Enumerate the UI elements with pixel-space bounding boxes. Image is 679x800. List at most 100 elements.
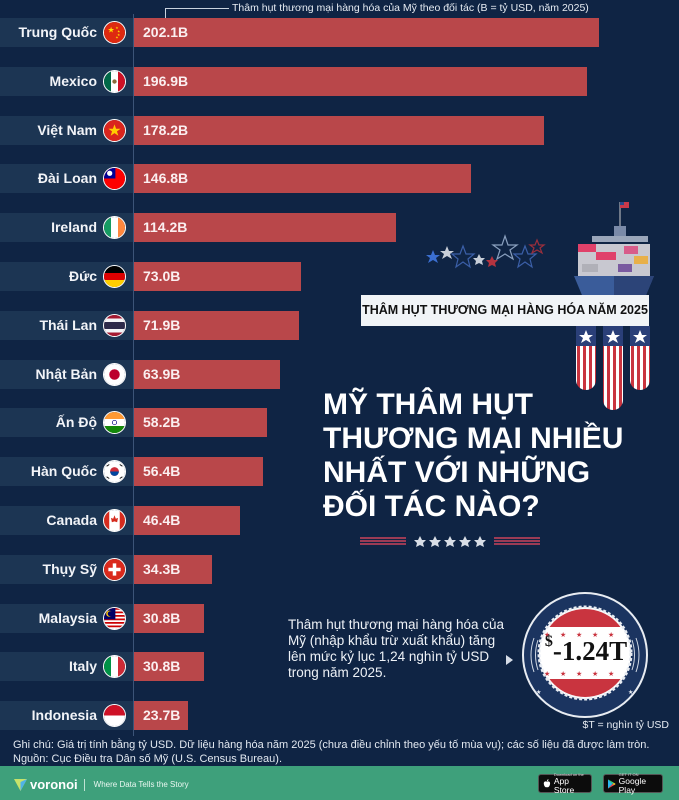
bar <box>133 213 397 243</box>
switzerland-flag-icon <box>103 557 126 581</box>
mexico-flag-icon <box>103 69 126 93</box>
google-play-small-label: GET IT ON <box>618 772 639 777</box>
bar <box>133 115 544 145</box>
logo-separator <box>83 778 85 791</box>
south-korea-flag-icon <box>103 460 126 484</box>
country-label: Ireland <box>51 219 97 236</box>
voronoi-logo-icon <box>14 778 27 791</box>
chart-row: Malaysia 30.8B <box>0 603 679 633</box>
chart-row: Thụy Sỹ 34.3B <box>0 554 679 584</box>
bar-value-label: 73.0B <box>143 268 181 284</box>
bar-value-label: 202.1B <box>143 24 189 40</box>
currency-symbol: $ <box>544 633 553 650</box>
svg-text:★: ★ <box>628 689 633 696</box>
deficit-value: -1.24T <box>552 636 628 666</box>
chart-row: Hàn Quốc 56.4B <box>0 457 679 487</box>
bar <box>133 603 205 633</box>
headline-line-4: ĐỐI TÁC NÀO? <box>323 490 540 523</box>
svg-text:★: ★ <box>576 631 582 639</box>
india-flag-icon <box>103 411 126 435</box>
source-text: Nguồn: Cục Điều tra Dân số Mỹ (U.S. Cens… <box>13 753 283 765</box>
google-play-label: Google Play <box>618 776 647 795</box>
germany-flag-icon <box>103 265 126 288</box>
bar <box>133 310 299 340</box>
svg-text:★: ★ <box>592 670 598 678</box>
country-label: Thái Lan <box>39 316 97 333</box>
bar-value-label: 46.4B <box>143 512 181 528</box>
headline-line-1: MỸ THÂM HỤT <box>323 388 533 421</box>
svg-text:★: ★ <box>592 631 598 639</box>
bar <box>133 408 268 438</box>
footer: voronoi Where Data Tells the Story Downl… <box>0 766 679 800</box>
canada-flag-icon <box>103 509 126 532</box>
app-store-button[interactable]: Download on the App Store <box>538 772 592 795</box>
bar <box>133 359 281 389</box>
taiwan-flag-icon <box>103 167 126 191</box>
chart-row: Nhật Bản 63.9B <box>0 359 679 389</box>
headline-line-3: NHẤT VỚI NHỮNG <box>323 456 591 489</box>
svg-text:★: ★ <box>560 670 566 678</box>
bar-value-label: 30.8B <box>143 609 181 626</box>
malaysia-flag-icon <box>103 606 126 630</box>
bar <box>133 701 188 731</box>
chart-row: Ấn Độ 58.2B <box>0 408 679 438</box>
flag-pillars-icon <box>576 326 650 410</box>
axis-line <box>133 14 134 736</box>
bar <box>133 262 302 291</box>
chart-row: Đài Loan 146.8B <box>0 164 679 194</box>
google-play-icon <box>608 778 616 789</box>
svg-text:★: ★ <box>117 30 121 34</box>
italy-flag-icon <box>103 655 126 679</box>
cargo-ship-icon <box>574 202 654 310</box>
summary-description: Thâm hụt thương mại hàng hóa của Mỹ (nhậ… <box>288 617 505 680</box>
country-label: Đức <box>68 268 97 284</box>
tagline: Where Data Tells the Story <box>93 780 189 789</box>
bar <box>133 554 213 584</box>
svg-text:★: ★ <box>560 631 566 639</box>
country-label: Ấn Độ <box>55 414 97 431</box>
bar-value-label: 58.2B <box>143 414 181 431</box>
country-label: Indonesia <box>31 707 97 724</box>
bar <box>133 18 599 47</box>
apple-icon <box>543 778 551 787</box>
chart-row: Đức 73.0B <box>0 262 679 291</box>
bar-value-label: 71.9B <box>143 316 181 333</box>
chart-row: Italy 30.8B <box>0 652 679 682</box>
country-label: Italy <box>68 658 97 675</box>
headline-line-2: THƯƠNG MẠI NHIỀU <box>323 422 624 455</box>
app-store-label: App Store <box>553 776 575 795</box>
bar <box>133 506 240 535</box>
deficit-badge-icon: ★ ★ ★ ★ ★ ★ ★ ★ ★ ★ ★ ★ <box>522 592 648 718</box>
google-play-button[interactable]: GET IT ON Google Play <box>603 772 663 795</box>
country-label: Thụy Sỹ <box>42 560 97 577</box>
voronoi-logo[interactable]: voronoi Where Data Tells the Story <box>14 777 189 792</box>
arrow-right-icon <box>506 655 513 665</box>
banner-title: THÂM HỤT THƯƠNG MẠI HÀNG HÓA NĂM 2025 <box>361 295 649 326</box>
svg-text:★: ★ <box>115 26 119 30</box>
bar <box>133 164 472 194</box>
vietnam-flag-icon <box>103 118 126 142</box>
chart-row: Mexico 196.9B <box>0 66 679 96</box>
china-flag-icon: ★ ★ ★ ★ ★ <box>103 21 126 44</box>
deficit-total: $-1.24T <box>534 633 638 667</box>
country-label: Malaysia <box>38 609 97 626</box>
note-text: Ghi chú: Giá trị tính bằng tỷ USD. Dữ li… <box>13 739 650 751</box>
country-label: Mexico <box>49 72 97 89</box>
bar-value-label: 34.3B <box>143 560 181 577</box>
bar <box>133 652 205 682</box>
country-label: Hàn Quốc <box>30 463 97 480</box>
svg-text:★: ★ <box>576 670 582 678</box>
svg-text:★: ★ <box>544 631 550 639</box>
subtitle-callout-line <box>165 8 229 18</box>
chart-row: Ireland 114.2B <box>0 213 679 243</box>
stars-divider-icon <box>360 536 540 547</box>
svg-text:★: ★ <box>536 689 541 696</box>
bar-value-label: 56.4B <box>143 463 181 480</box>
svg-text:★: ★ <box>608 670 614 678</box>
country-label: Việt Nam <box>37 121 97 138</box>
thailand-flag-icon <box>103 313 126 337</box>
notes: Ghi chú: Giá trị tính bằng tỷ USD. Dữ li… <box>13 738 649 766</box>
chart-row: Thái Lan 71.9B <box>0 310 679 340</box>
ireland-flag-icon <box>103 216 126 240</box>
